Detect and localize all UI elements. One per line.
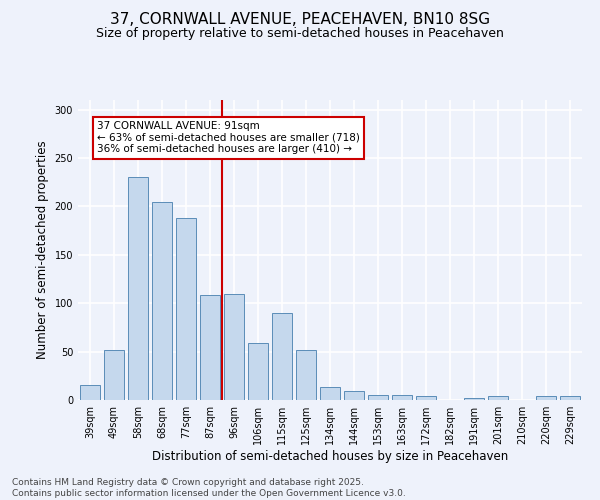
Bar: [248, 343, 268, 400]
X-axis label: Distribution of semi-detached houses by size in Peacehaven: Distribution of semi-detached houses by …: [152, 450, 508, 463]
Bar: [488, 396, 508, 400]
Bar: [152, 202, 172, 400]
Text: 37, CORNWALL AVENUE, PEACEHAVEN, BN10 8SG: 37, CORNWALL AVENUE, PEACEHAVEN, BN10 8S…: [110, 12, 490, 28]
Bar: [80, 384, 100, 400]
Bar: [368, 395, 388, 400]
Bar: [176, 218, 196, 400]
Y-axis label: Number of semi-detached properties: Number of semi-detached properties: [36, 140, 49, 360]
Bar: [104, 350, 124, 400]
Bar: [224, 294, 244, 400]
Bar: [272, 313, 292, 400]
Bar: [128, 178, 148, 400]
Bar: [320, 388, 340, 400]
Text: Contains HM Land Registry data © Crown copyright and database right 2025.
Contai: Contains HM Land Registry data © Crown c…: [12, 478, 406, 498]
Bar: [392, 395, 412, 400]
Bar: [344, 392, 364, 400]
Bar: [464, 398, 484, 400]
Bar: [416, 396, 436, 400]
Bar: [296, 350, 316, 400]
Text: Size of property relative to semi-detached houses in Peacehaven: Size of property relative to semi-detach…: [96, 28, 504, 40]
Bar: [536, 396, 556, 400]
Bar: [200, 296, 220, 400]
Bar: [560, 396, 580, 400]
Text: 37 CORNWALL AVENUE: 91sqm
← 63% of semi-detached houses are smaller (718)
36% of: 37 CORNWALL AVENUE: 91sqm ← 63% of semi-…: [97, 122, 360, 154]
